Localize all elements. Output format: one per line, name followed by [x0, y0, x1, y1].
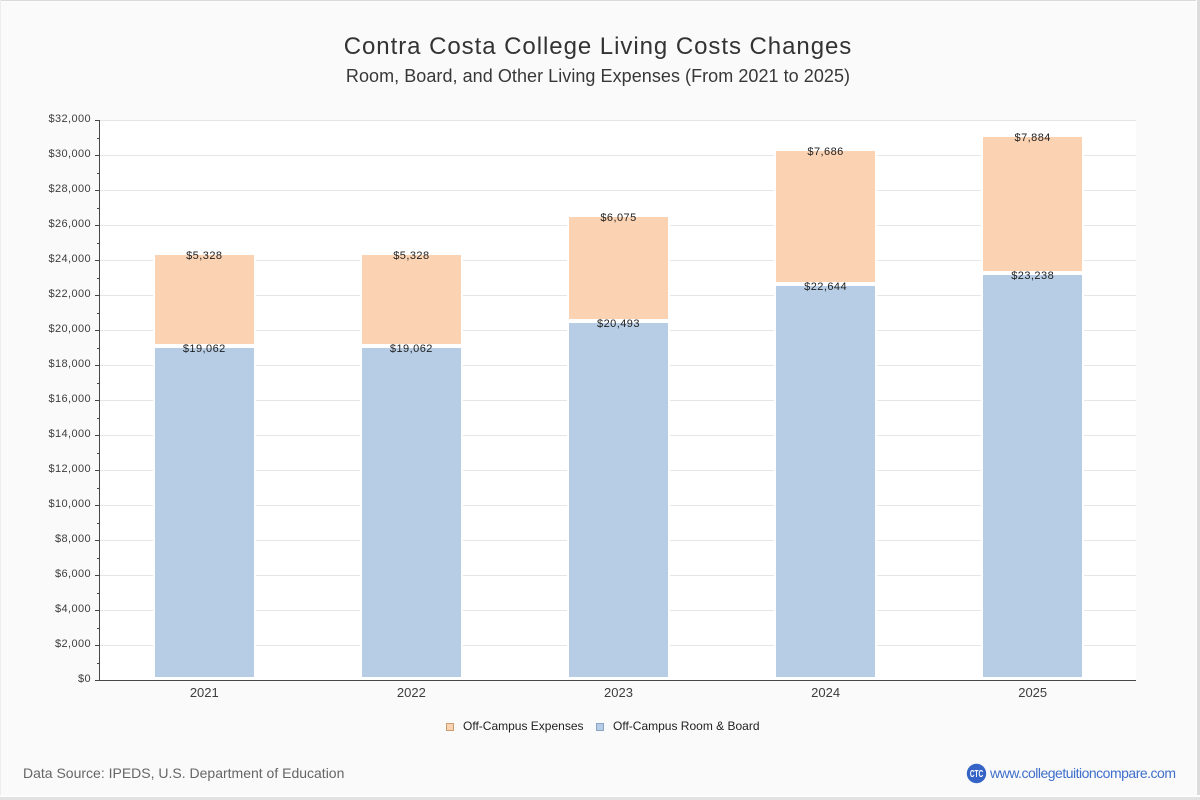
svg-text:CTC: CTC [970, 768, 984, 780]
